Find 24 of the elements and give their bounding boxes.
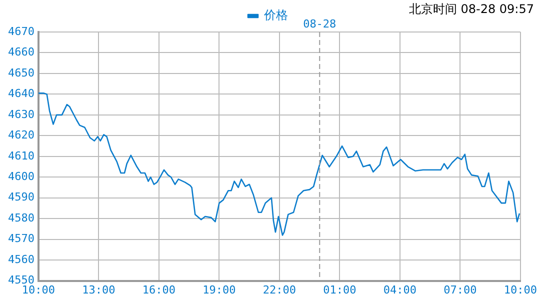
x-tick-label: 19:00 <box>202 283 236 296</box>
y-tick-label: 4570 <box>8 232 34 246</box>
y-tick-label: 4590 <box>8 190 34 204</box>
x-tick-label: 01:00 <box>323 283 356 296</box>
x-tick-label: 16:00 <box>142 283 176 296</box>
y-tick-label: 4660 <box>8 46 34 59</box>
y-tick-label: 4650 <box>8 66 34 80</box>
y-tick-label: 4620 <box>8 128 34 142</box>
x-tick-label: 13:00 <box>82 283 116 296</box>
x-tick-label: 10:00 <box>22 283 56 296</box>
x-tick-label: 07:00 <box>444 283 477 296</box>
y-tick-label: 4610 <box>8 149 34 162</box>
y-tick-label: 4640 <box>8 87 34 100</box>
y-tick-label: 4630 <box>8 108 34 121</box>
y-tick-label: 4580 <box>8 211 34 224</box>
y-tick-label: 4560 <box>8 252 34 266</box>
x-tick-label: 22:00 <box>262 283 296 296</box>
y-tick-label: 4600 <box>8 170 34 183</box>
legend-label: 价格 <box>263 8 288 22</box>
ref-line-label: 08-28 <box>303 17 336 30</box>
x-tick-label: 10:00 <box>504 283 538 296</box>
y-tick-label: 4670 <box>8 24 34 38</box>
x-tick-label: 04:00 <box>383 283 417 296</box>
text: 北京时间 08-28 09:57 <box>408 2 534 16</box>
